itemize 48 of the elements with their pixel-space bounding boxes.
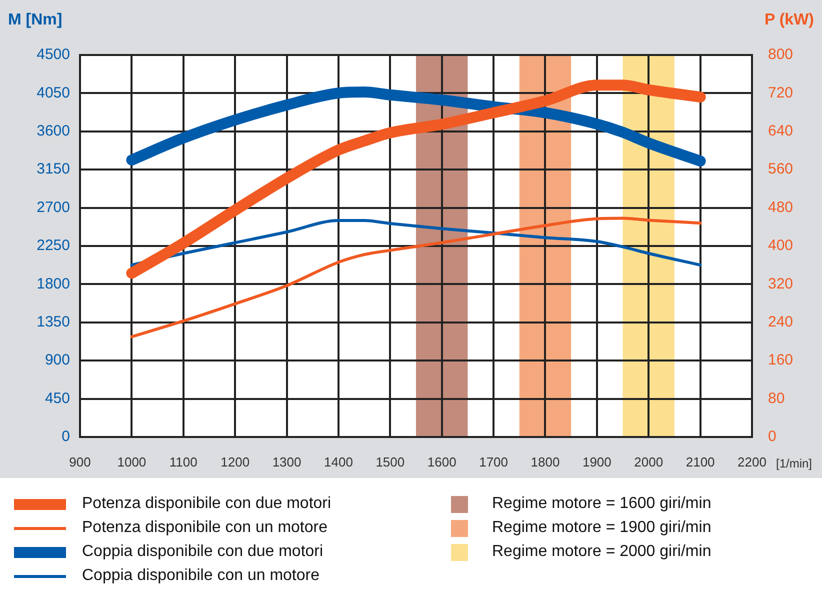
x-tick-label: 2000	[634, 454, 664, 470]
y-tick-label: 0	[62, 428, 70, 446]
x-axis-title: [1/min]	[776, 456, 812, 470]
x-tick-label: 1000	[117, 454, 146, 470]
line-series	[130, 219, 702, 267]
x-tick-label: 1100	[169, 454, 198, 470]
x-tick-label: 1500	[376, 454, 405, 470]
y-tick-label: 4500	[36, 46, 70, 64]
legend-label: Regime motore = 1900 giri/min	[492, 519, 712, 537]
y-tick-label: 2700	[36, 198, 70, 216]
y2-tick-label: 720	[768, 84, 794, 102]
x-tick-label: 1700	[479, 454, 508, 470]
x-tick-label: 2200	[738, 454, 766, 470]
y2-tick-label: 400	[768, 237, 794, 254]
x-tick-label: 1900	[582, 454, 612, 470]
x-tick-label: 2100	[686, 454, 715, 470]
y-tick-label: 4050	[36, 84, 70, 102]
x-tick-label: 1400	[324, 454, 353, 470]
y-tick-label: 450	[44, 390, 70, 407]
y-tick-label: 2250	[36, 237, 70, 254]
y2-tick-label: 160	[768, 352, 794, 369]
y2-tick-label: 80	[768, 390, 785, 407]
y2-tick-label: 240	[768, 314, 794, 331]
y-tick-label: 3150	[36, 160, 70, 178]
x-tick-label: 1600	[427, 454, 456, 470]
line-series	[130, 216, 702, 338]
legend-label: Potenza disponibile con due motori	[82, 495, 332, 513]
y-tick-label: 1800	[36, 275, 70, 292]
y-tick-label: 3600	[36, 122, 70, 140]
y2-tick-label: 480	[768, 198, 794, 216]
y2-tick-label: 640	[768, 122, 794, 140]
y-tick-label: 1350	[36, 314, 70, 331]
x-tick-label: 900	[69, 454, 91, 470]
legend-label: Coppia disponibile con due motori	[82, 543, 324, 561]
legend-label: Coppia disponibile con un motore	[82, 567, 320, 585]
y2-tick-label: 560	[768, 160, 794, 178]
x-tick-label: 1300	[272, 454, 302, 470]
y2-tick-label: 0	[768, 428, 776, 446]
y2-tick-label: 320	[768, 275, 794, 292]
y2-tick-label: 800	[768, 46, 794, 64]
x-tick-label: 1200	[220, 454, 250, 470]
x-tick-label: 1800	[530, 454, 560, 470]
legend-label: Potenza disponibile con un motore	[82, 519, 328, 537]
legend-label: Regime motore = 1600 giri/min	[492, 495, 712, 513]
y-tick-label: 900	[44, 352, 70, 369]
legend-label: Regime motore = 2000 giri/min	[492, 543, 712, 561]
y-axis-title: M [Nm]	[8, 11, 62, 28]
y2-axis-title: P (kW)	[764, 11, 814, 28]
